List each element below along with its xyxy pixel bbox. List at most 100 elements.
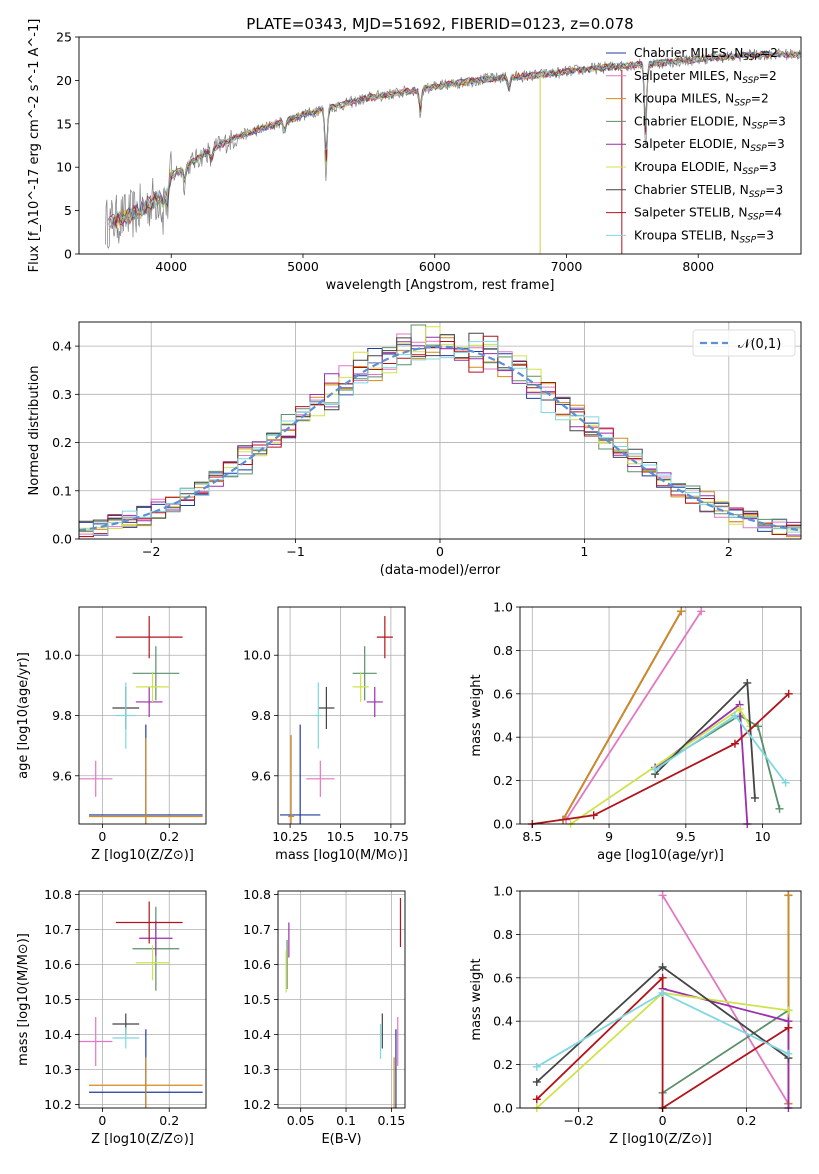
legend-subscript: SSP (734, 99, 751, 109)
panel-age-vs-mass: 10.25 10.5 10.75 9.6 9.8 10.0 mass [log10(M/M⊙… (243, 606, 409, 863)
legend-value: =3 (759, 160, 777, 174)
weight-lines (532, 891, 793, 1112)
panel-residuals: −2 −1 0 1 2 0.0 0.1 0.2 0.3 0.4 (data-model)/error… (27, 321, 802, 578)
y-axis-label: Normed distribution (27, 366, 42, 496)
x-tick-label: 0.2 (737, 1113, 757, 1128)
y-tick-label: 0.0 (493, 1101, 513, 1116)
x-tick-label: 5000 (287, 259, 319, 274)
x-tick-label: 0 (98, 829, 106, 844)
y-axis-label: mass weight (469, 958, 484, 1040)
axes-frame (519, 606, 802, 825)
y-tick-label: 0.2 (493, 1057, 513, 1072)
x-tick-label: 0 (436, 544, 444, 559)
legend-subscript: SSP (747, 213, 764, 223)
x-axis-label: wavelength [Angstrom, rest frame] (326, 278, 555, 293)
histogram-step (78, 332, 801, 539)
weight-line (536, 975, 789, 1110)
x-tick-label: 1 (580, 544, 588, 559)
y-tick-label: 10.3 (44, 1062, 72, 1077)
panel-mass-vs-Z: 0 0.2 10.2 10.3 10.4 10.5 10.6 10.7 10.8 Z [log10… (16, 887, 207, 1147)
y-tick-label: 10.5 (44, 992, 72, 1007)
normal-curve (78, 345, 802, 532)
y-tick-label: 9.8 (251, 708, 271, 723)
x-tick-label: 4000 (155, 259, 187, 274)
legend-subscript: SSP (743, 53, 760, 63)
legend-box (692, 329, 796, 357)
x-tick-label: 0.2 (159, 1113, 179, 1128)
y-tick-label: 10.4 (243, 1027, 271, 1042)
legend-value: =3 (767, 137, 785, 151)
x-tick-label: 0.15 (377, 1113, 405, 1128)
y-tick-label: 9.8 (52, 708, 72, 723)
panel-weight-vs-Z: −0.2 0 0.2 0.0 0.2 0.4 0.6 0.8 1.0 Z [log10(Z/Z⊙)… (469, 884, 802, 1147)
legend-label: Kroupa ELODIE, NSSP=3 (634, 160, 777, 177)
axes-frame (519, 890, 802, 1109)
x-tick-label: 7000 (551, 259, 583, 274)
y-tick-label: 0 (64, 247, 72, 262)
y-tick-label: 0.4 (52, 339, 72, 354)
x-tick-label: 2 (725, 544, 733, 559)
panel-weight-vs-age: 8.5 9 9.5 10 0.0 0.2 0.4 0.6 0.8 1.0 age [log10(ag… (469, 600, 802, 863)
weight-line (662, 987, 790, 1108)
x-tick-label: 0.2 (159, 829, 179, 844)
legend-label: Salpeter ELODIE, NSSP=3 (634, 137, 785, 154)
plots: 4000 5000 6000 7000 80000510152025wavelength… (16, 19, 802, 1147)
y-tick-label: 10.8 (44, 887, 72, 902)
y-tick-label: 0.6 (493, 686, 513, 701)
y-tick-label: 10.3 (243, 1062, 271, 1077)
x-tick-label: 0 (98, 1113, 106, 1128)
axes-frame (78, 890, 207, 1109)
y-tick-label: 0.4 (493, 730, 513, 745)
error-bars (285, 898, 402, 1108)
plot-area (520, 606, 801, 828)
y-tick-label: 10.5 (243, 992, 271, 1007)
x-tick-label: 0 (659, 1113, 667, 1128)
y-tick-label: 10.0 (243, 648, 271, 663)
y-tick-label: 1.0 (493, 884, 513, 899)
legend-subscript: SSP (740, 235, 757, 245)
legend-value: =3 (756, 228, 774, 242)
y-tick-label: 10.4 (44, 1027, 72, 1042)
figure-title: PLATE=0343, MJD=51692, FIBERID=0123, z=0… (246, 15, 633, 33)
plot-area (278, 607, 405, 824)
legend-subscript: SSP (742, 76, 759, 86)
y-tick-label: 10.7 (243, 922, 271, 937)
panel-spectrum: 4000 5000 6000 7000 8000 0 5 10 15 20 25 wavelength… (27, 19, 802, 293)
y-axis-label: age [log10(age/yr)] (16, 652, 31, 779)
x-axis-label: E(B-V) (321, 1132, 361, 1147)
y-tick-label: 0.8 (493, 927, 513, 942)
y-tick-label: 0.4 (493, 1014, 513, 1029)
weight-line (562, 610, 682, 821)
y-tick-label: 20 (56, 73, 72, 88)
x-axis-label: (data-model)/error (380, 563, 501, 578)
axes-frame (78, 36, 802, 255)
legend-subscript: SSP (749, 190, 766, 200)
legend-value: =2 (751, 92, 769, 106)
x-tick-label: 9.5 (676, 829, 696, 844)
legend-subscript: SSP (742, 167, 759, 177)
model-line (110, 50, 801, 227)
x-axis-label: age [log10(age/yr)] (597, 848, 724, 863)
y-tick-label: 9.6 (251, 768, 271, 783)
error-bars (79, 616, 203, 824)
y-axis-label: Flux [f_λ10^-17 erg cm^-2 s^-1 A^-1] (27, 19, 42, 273)
error-bars (280, 616, 393, 824)
y-tick-label: 10.6 (243, 957, 271, 972)
legend-label: Kroupa MILES, NSSP=2 (634, 92, 769, 109)
weight-line (661, 1009, 789, 1108)
y-axis-label: mass weight (469, 674, 484, 756)
axes-frame (277, 606, 406, 825)
y-tick-label: 0.2 (52, 435, 72, 450)
legend-label: Salpeter MILES, NSSP=2 (634, 69, 777, 86)
axes-frame (78, 321, 802, 540)
legend-value: =3 (768, 114, 786, 128)
legend-subscript: SSP (750, 144, 767, 154)
y-tick-label: 5 (64, 203, 72, 218)
y-tick-label: 10.7 (44, 922, 72, 937)
y-tick-label: 0.2 (493, 773, 513, 788)
plot-area (520, 890, 801, 1112)
x-axis-label: Z [log10(Z/Z⊙)] (91, 848, 194, 863)
x-axis-label: Z [log10(Z/Z⊙)] (609, 1132, 712, 1147)
